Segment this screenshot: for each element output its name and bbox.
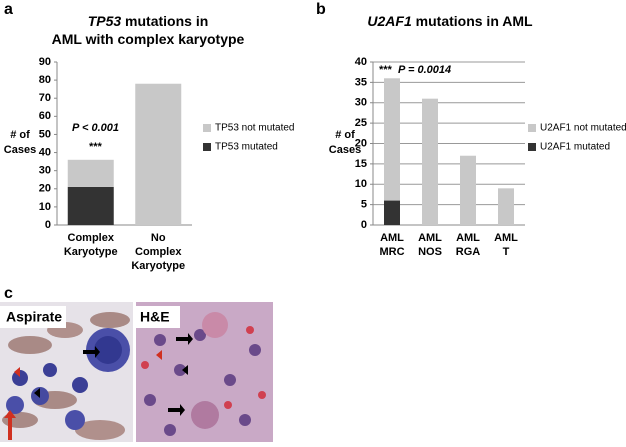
y-tick-label: 20: [39, 183, 51, 195]
x-tick-label: RGA: [456, 246, 481, 258]
legend-label: TP53 mutated: [215, 142, 278, 153]
panel-label: c: [4, 285, 13, 302]
x-tick-label: AML: [494, 232, 518, 244]
x-tick-label: Complex: [135, 246, 182, 258]
he-image: [136, 302, 273, 442]
y-tick-label: 20: [355, 137, 367, 149]
title-part: U2AF1: [367, 13, 412, 29]
title-part: mutations in: [121, 13, 208, 29]
aspirate-image: [0, 302, 133, 442]
bar-segment: [135, 83, 182, 225]
panel-label: b: [316, 1, 326, 18]
legend-swatch: [528, 143, 536, 151]
x-tick-label: AML: [380, 232, 404, 244]
y-axis-label: # of: [335, 129, 355, 141]
y-tick-label: 10: [355, 178, 367, 190]
bar-segment: [384, 78, 400, 201]
bar-segment: [498, 188, 514, 225]
title-part: TP53: [88, 13, 122, 29]
y-tick-label: 5: [361, 199, 367, 211]
title-part: mutations in AML: [412, 13, 533, 29]
x-tick-label: Karyotype: [64, 246, 118, 258]
y-tick-label: 30: [355, 97, 367, 109]
y-axis-label: Cases: [4, 144, 36, 156]
legend-label: U2AF1 not mutated: [540, 123, 626, 134]
x-tick-label: Complex: [68, 232, 115, 244]
y-tick-label: 0: [361, 219, 367, 231]
chart-title: AML with complex karyotype: [52, 31, 245, 47]
image-label: Aspirate: [6, 309, 62, 325]
bar-segment: [422, 98, 438, 225]
y-tick-label: 50: [39, 128, 51, 140]
annotation: P < 0.001: [72, 122, 119, 134]
x-tick-label: AML: [418, 232, 442, 244]
y-tick-label: 10: [39, 201, 51, 213]
bar-segment: [384, 200, 400, 225]
y-tick-label: 70: [39, 92, 51, 104]
y-tick-label: 30: [39, 165, 51, 177]
x-tick-label: MRC: [379, 246, 404, 258]
chart-title: TP53 mutations in: [88, 13, 209, 29]
legend-label: TP53 not mutated: [215, 123, 295, 134]
y-tick-label: 40: [39, 146, 51, 158]
y-tick-label: 35: [355, 76, 367, 88]
x-tick-label: NOS: [418, 246, 442, 258]
y-tick-label: 60: [39, 110, 51, 122]
title-part: AML with complex karyotype: [52, 31, 245, 47]
y-tick-label: 0: [45, 219, 51, 231]
panel-label: a: [4, 1, 13, 18]
x-tick-label: T: [503, 246, 510, 258]
y-tick-label: 15: [355, 158, 367, 170]
y-tick-label: 25: [355, 117, 367, 129]
y-axis-label: Cases: [329, 144, 361, 156]
bar-segment: [67, 159, 114, 187]
x-tick-label: No: [151, 232, 166, 244]
legend-label: U2AF1 mutated: [540, 142, 610, 153]
y-tick-label: 90: [39, 56, 51, 68]
annotation: P = 0.0014: [398, 64, 451, 76]
y-tick-label: 80: [39, 74, 51, 86]
legend-swatch: [203, 143, 211, 151]
x-tick-label: Karyotype: [131, 260, 185, 272]
image-label: H&E: [140, 309, 170, 325]
legend-swatch: [203, 124, 211, 132]
chart-title: U2AF1 mutations in AML: [367, 13, 533, 29]
annotation: ***: [379, 64, 393, 76]
bar-segment: [460, 155, 476, 225]
y-axis-label: # of: [10, 129, 30, 141]
legend-swatch: [528, 124, 536, 132]
y-tick-label: 40: [355, 56, 367, 68]
x-tick-label: AML: [456, 232, 480, 244]
annotation: ***: [89, 141, 103, 153]
bar-segment: [67, 186, 114, 225]
